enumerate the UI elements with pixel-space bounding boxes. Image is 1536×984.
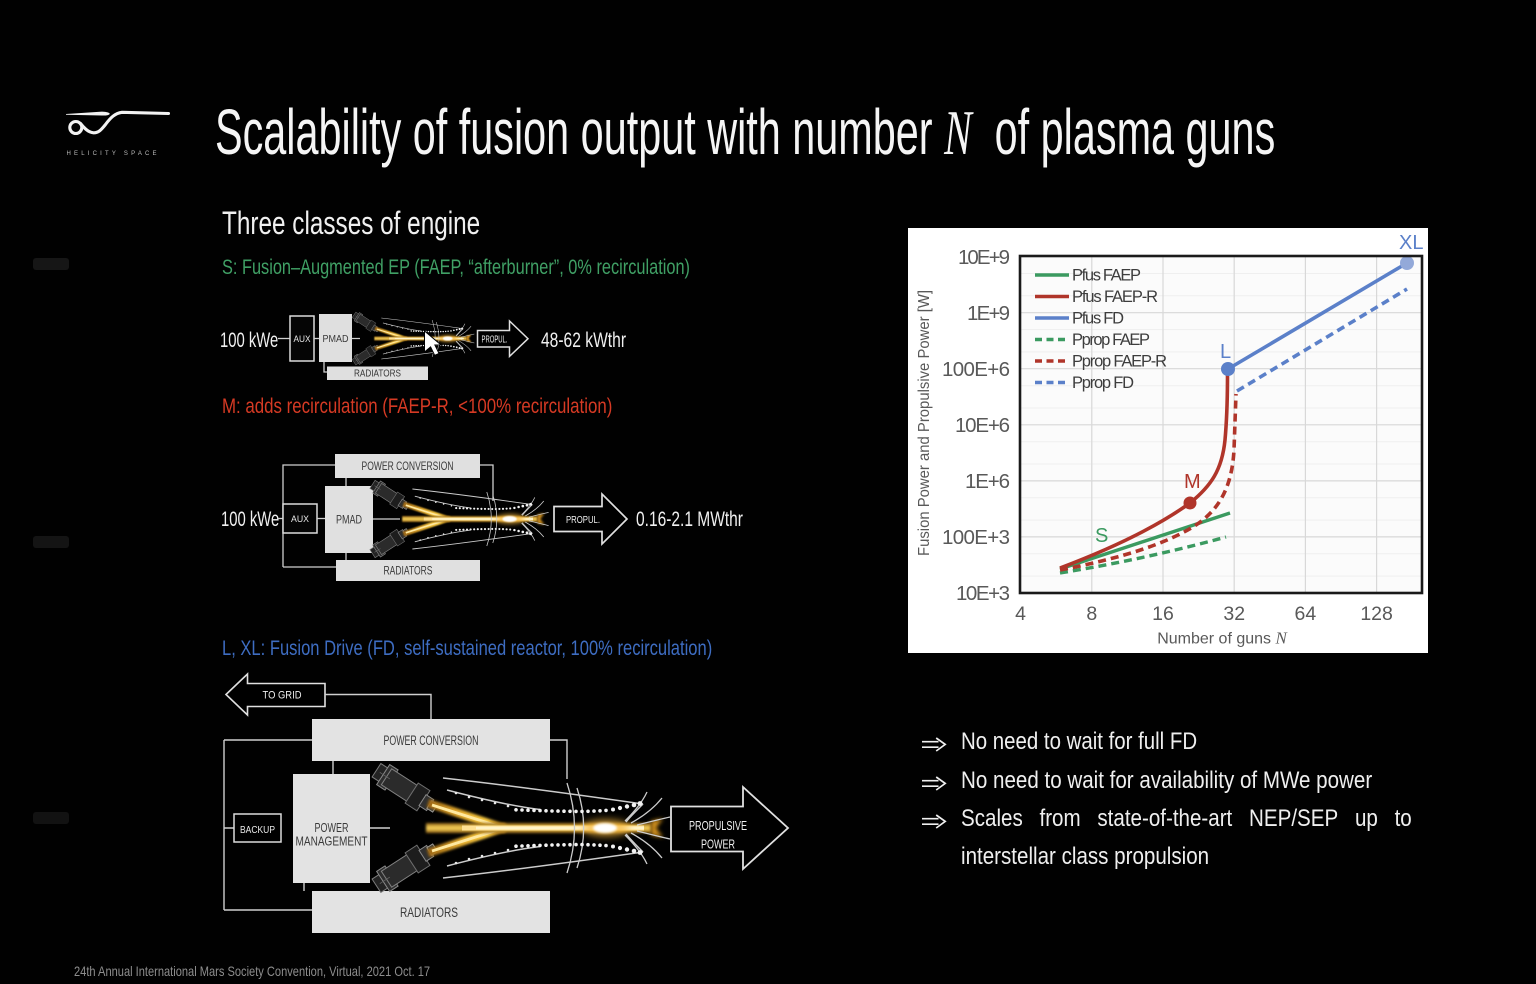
- svg-text:Pprop FAEP-R: Pprop FAEP-R: [1072, 353, 1167, 371]
- svg-text:128: 128: [1360, 603, 1393, 625]
- svg-text:Pfus FD: Pfus FD: [1072, 310, 1124, 328]
- svg-text:1E+9: 1E+9: [967, 302, 1010, 325]
- svg-text:BACKUP: BACKUP: [240, 824, 275, 836]
- svg-text:PMAD: PMAD: [336, 513, 362, 527]
- svg-text:POWER CONVERSION: POWER CONVERSION: [362, 461, 454, 473]
- svg-text:XL: XL: [1399, 232, 1423, 254]
- svg-text:M: M: [1184, 471, 1201, 493]
- svg-text:RADIATORS: RADIATORS: [354, 369, 401, 380]
- svg-text:Pprop FAEP: Pprop FAEP: [1072, 331, 1150, 349]
- svg-text:S: S: [1095, 525, 1108, 547]
- svg-text:100E+6: 100E+6: [942, 358, 1010, 381]
- svg-text:RADIATORS: RADIATORS: [400, 905, 458, 920]
- svg-text:MANAGEMENT: MANAGEMENT: [296, 834, 368, 849]
- svg-text:100E+3: 100E+3: [942, 526, 1010, 549]
- svg-text:Pfus FAEP: Pfus FAEP: [1072, 267, 1141, 285]
- svg-text:TO GRID: TO GRID: [263, 690, 302, 702]
- svg-text:PROPUL.: PROPUL.: [566, 515, 600, 526]
- svg-text:1E+6: 1E+6: [965, 470, 1010, 493]
- svg-text:10E+6: 10E+6: [955, 414, 1010, 437]
- svg-text:Fusion Power and Propulsive Po: Fusion Power and Propulsive Power [W]: [916, 290, 933, 556]
- svg-text:10E+3: 10E+3: [956, 582, 1010, 605]
- svg-text:POWER: POWER: [315, 820, 349, 835]
- svg-text:Number of guns N: Number of guns N: [1157, 629, 1288, 648]
- svg-text:Pfus FAEP-R: Pfus FAEP-R: [1072, 288, 1158, 306]
- svg-text:PROPULSIVE: PROPULSIVE: [689, 818, 747, 833]
- svg-text:Pprop FD: Pprop FD: [1072, 374, 1134, 392]
- svg-text:10E+9: 10E+9: [958, 246, 1010, 269]
- svg-text:L: L: [1220, 341, 1231, 363]
- svg-text:16: 16: [1152, 603, 1174, 625]
- svg-text:8: 8: [1086, 603, 1097, 625]
- svg-text:POWER: POWER: [701, 837, 735, 852]
- svg-text:RADIATORS: RADIATORS: [384, 564, 433, 578]
- svg-text:4: 4: [1015, 603, 1026, 625]
- svg-text:HELICITY SPACE: HELICITY SPACE: [67, 151, 160, 157]
- svg-text:PROPUL.: PROPUL.: [482, 333, 508, 345]
- svg-text:AUX: AUX: [291, 514, 310, 525]
- svg-text:POWER CONVERSION: POWER CONVERSION: [384, 733, 479, 748]
- svg-text:64: 64: [1295, 603, 1317, 625]
- svg-text:32: 32: [1223, 603, 1245, 625]
- svg-text:AUX: AUX: [294, 334, 311, 344]
- svg-text:PMAD: PMAD: [323, 333, 349, 345]
